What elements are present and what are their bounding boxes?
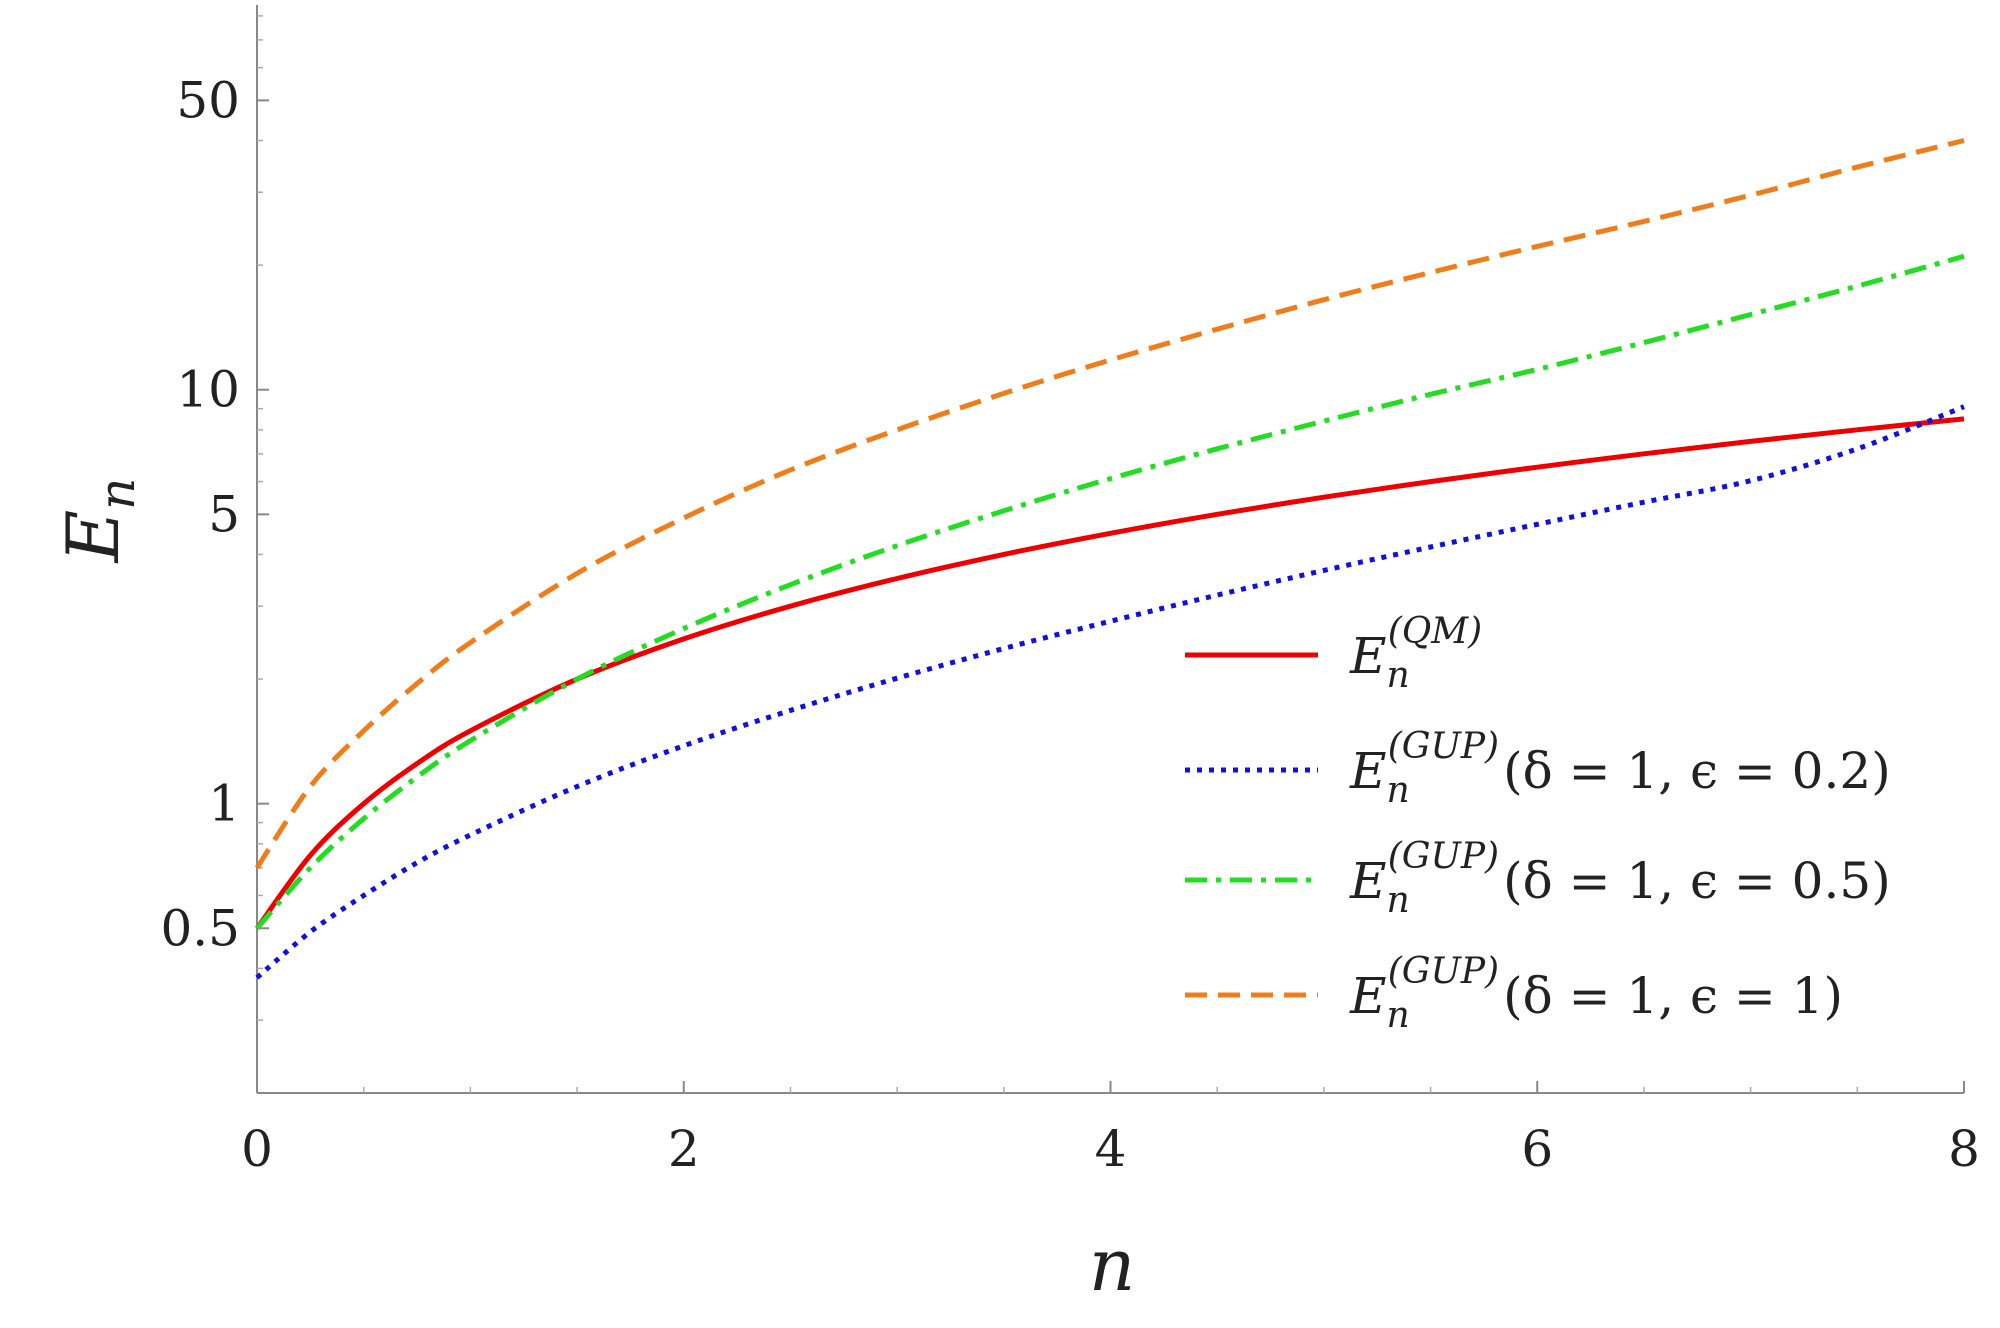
legend-label-3: En(GUP)(δ = 1, ϵ = 0.5) [1349,836,1891,921]
series-line-1 [254,416,1965,930]
x-tick-label: 0 [241,1120,273,1178]
x-tick-label: 6 [1521,1120,1553,1178]
legend-label-4: En(GUP)(δ = 1, ϵ = 1) [1349,951,1843,1036]
axis-titles: n En [51,478,1135,1307]
y-tick-label: 0.5 [160,899,240,957]
tick-labels: 0 2 4 6 8 0.5 1 5 10 50 [160,71,1979,1178]
axes [256,5,1965,1094]
legend-label-1: En(QM) [1349,611,1482,696]
y-axis-title: En [51,478,146,565]
y-axis-title-sub: n [88,478,146,510]
y-axis-title-main: E [51,510,135,565]
series-line-4 [254,138,1965,870]
x-tick-label: 8 [1948,1120,1980,1178]
legend-label-2: En(GUP)(δ = 1, ϵ = 0.2) [1349,726,1891,811]
y-tick-label: 50 [176,71,240,129]
y-tick-label: 10 [176,361,240,419]
legend: En(QM) En(GUP)(δ = 1, ϵ = 0.2) En(GUP)(δ =… [1185,611,1891,1036]
series-line-3 [255,253,1965,930]
plot-lines [254,138,1965,980]
x-tick-label: 2 [668,1120,700,1178]
x-axis-title: n [1089,1223,1135,1307]
y-tick-label: 1 [208,775,240,833]
y-tick-label: 5 [208,485,240,543]
x-tick-label: 4 [1095,1120,1127,1178]
